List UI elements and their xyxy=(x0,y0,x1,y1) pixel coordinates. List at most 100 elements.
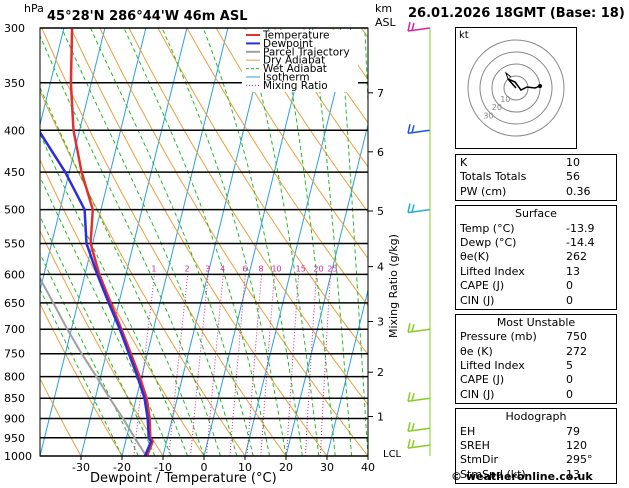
hpa-axis-label: hPa xyxy=(24,2,44,15)
pressure-tick-label: 650 xyxy=(4,297,25,310)
wind-barb xyxy=(408,210,430,213)
km-tick-label: 1 xyxy=(377,411,384,424)
index-value: 5 xyxy=(566,359,612,373)
index-value: 10 xyxy=(566,156,612,170)
index-label: CIN (J) xyxy=(460,388,494,402)
isotherm-line xyxy=(40,28,146,456)
asl-axis-label: ASL xyxy=(375,16,397,29)
index-value: 295° xyxy=(566,453,612,467)
wind-barb xyxy=(408,329,430,332)
index-value: 0 xyxy=(566,294,612,308)
km-tick-label: 6 xyxy=(377,146,384,159)
pressure-tick-label: 450 xyxy=(4,166,25,179)
isotherm-line xyxy=(286,28,392,456)
index-label: CIN (J) xyxy=(460,294,494,308)
wind-barb-flag xyxy=(412,440,414,448)
mixing-ratio-label: 3 xyxy=(205,264,210,273)
wind-barb xyxy=(408,428,430,431)
pressure-tick-label: 950 xyxy=(4,432,25,445)
index-label: Lifted Index xyxy=(460,359,525,373)
mixing-ratio-label: 2 xyxy=(185,264,190,273)
mixing-ratio-label: 6 xyxy=(242,264,247,273)
temp-tick-label: 30 xyxy=(320,461,334,474)
pressure-tick-label: 550 xyxy=(4,237,25,250)
index-label: Lifted Index xyxy=(460,265,525,279)
wet-adiabat-line xyxy=(281,28,336,456)
index-label: Temp (°C) xyxy=(460,222,515,236)
pressure-tick-label: 500 xyxy=(4,204,25,217)
pressure-tick-label: 750 xyxy=(4,348,25,361)
index-value: 120 xyxy=(566,439,612,453)
km-tick-label: 2 xyxy=(377,366,384,379)
index-label: CAPE (J) xyxy=(460,279,504,293)
index-row: Pressure (mb)750 xyxy=(460,330,612,344)
wind-barb xyxy=(408,130,430,133)
index-value: 0 xyxy=(566,388,612,402)
index-row: CAPE (J) 0 xyxy=(460,279,612,293)
pressure-tick-label: 800 xyxy=(4,371,25,384)
wet-adiabat-line xyxy=(340,28,368,456)
location-title: 45°28'N 286°44'W 46m ASL xyxy=(47,9,248,24)
km-tick-label: 3 xyxy=(377,316,384,329)
hodograph-title: Hodograph xyxy=(460,410,612,424)
wind-barb-flag xyxy=(412,393,414,401)
index-value: 272 xyxy=(566,345,612,359)
wind-barb-flag xyxy=(408,124,410,133)
wind-barb-flag xyxy=(408,22,410,31)
index-value: 13 xyxy=(566,265,612,279)
pressure-tick-label: 350 xyxy=(4,77,25,90)
index-row: Lifted Index 13 xyxy=(460,265,612,279)
index-value: 0 xyxy=(566,279,612,293)
dewpoint-profile xyxy=(19,28,151,456)
wet-adiabat-line xyxy=(0,28,188,456)
hodograph-storm-motion xyxy=(538,84,542,88)
temp-tick-label: 20 xyxy=(279,461,293,474)
pressure-tick-label: 900 xyxy=(4,413,25,426)
index-row: Lifted Index 5 xyxy=(460,359,612,373)
index-label: CAPE (J) xyxy=(460,373,504,387)
index-value: 262 xyxy=(566,250,612,264)
wind-barb-flag xyxy=(412,23,414,31)
wind-barb-flag xyxy=(408,204,410,213)
wind-barb xyxy=(408,445,430,448)
index-row: θe (K) 272 xyxy=(460,345,612,359)
mixing-ratio-line xyxy=(305,274,316,456)
wind-barb xyxy=(408,28,430,31)
hodograph-ring-label: 30 xyxy=(483,112,493,121)
wind-barb-flag xyxy=(408,422,410,431)
mixing-ratio-label: 10 xyxy=(271,264,281,273)
wind-barbs xyxy=(408,22,430,456)
lcl-label: LCL xyxy=(383,449,402,460)
index-label: Pressure (mb) xyxy=(460,330,537,344)
wet-adiabat-line xyxy=(313,28,352,456)
index-row: Temp (°C) -13.9 xyxy=(460,222,612,236)
mixing-ratio-label: 20 xyxy=(313,264,323,273)
index-value: -13.9 xyxy=(566,222,612,236)
index-row: CIN (J) 0 xyxy=(460,388,612,402)
index-value: 56 xyxy=(566,170,612,184)
index-row: SREH 120 xyxy=(460,439,612,453)
index-label: SREH xyxy=(460,439,490,453)
legend-label: Mixing Ratio xyxy=(263,80,328,92)
index-row: PW (cm)0.36 xyxy=(460,185,612,199)
index-label: Dewp (°C) xyxy=(460,236,516,250)
pressure-tick-label: 700 xyxy=(4,323,25,336)
km-tick-label: 4 xyxy=(377,261,384,274)
km-axis-label: km xyxy=(375,2,392,15)
index-row: Dewp (°C)-14.4 xyxy=(460,236,612,250)
index-label: PW (cm) xyxy=(460,185,506,199)
mixing-ratio-label: 8 xyxy=(259,264,264,273)
mixing-ratio-line xyxy=(169,274,188,456)
index-label: θe (K) xyxy=(460,345,493,359)
km-tick-label: 5 xyxy=(377,205,384,218)
temp-tick-label: -30 xyxy=(72,461,90,474)
